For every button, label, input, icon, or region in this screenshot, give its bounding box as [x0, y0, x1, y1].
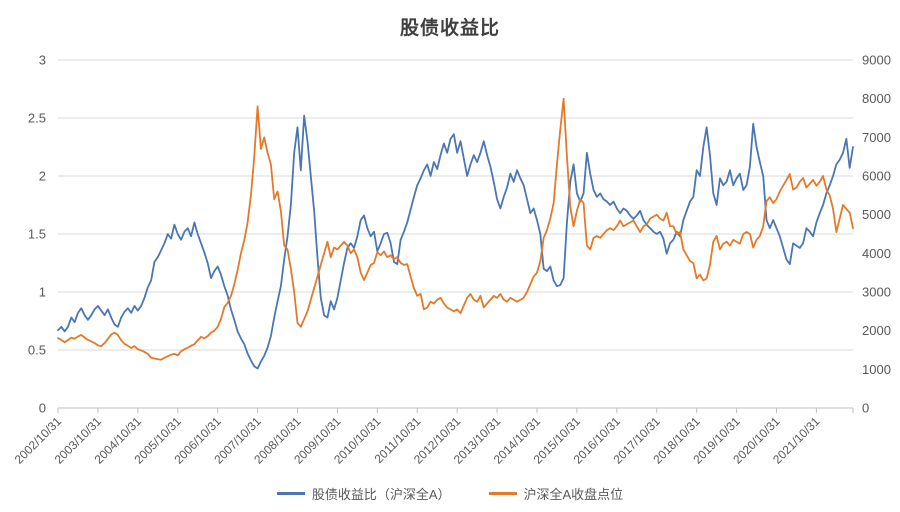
y-axis-label-right: 8000: [862, 91, 891, 106]
y-axis-label-left: 0.5: [28, 343, 46, 358]
y-axis-label-right: 5000: [862, 207, 891, 222]
y-axis-label-right: 7000: [862, 130, 891, 145]
legend-label-ratio: 股债收益比（沪深全A）: [311, 487, 451, 502]
series-line-index: [57, 97, 854, 361]
chart-legend: 股债收益比（沪深全A） 沪深全A收盘点位: [0, 484, 900, 503]
y-axis-label-left: 3: [39, 53, 46, 68]
y-axis-label-left: 1.5: [28, 227, 46, 242]
y-axis-label-right: 0: [862, 401, 869, 416]
y-axis-label-right: 6000: [862, 169, 891, 184]
y-axis-label-right: 1000: [862, 362, 891, 377]
legend-line-marker-index: [488, 492, 517, 495]
legend-label-index: 沪深全A收盘点位: [523, 487, 624, 502]
y-axis-label-right: 9000: [862, 53, 891, 68]
legend-line-marker-ratio: [276, 492, 305, 495]
legend-item-ratio: 股债收益比（沪深全A）: [276, 484, 451, 503]
y-axis-label-left: 2.5: [28, 111, 46, 126]
chart-title: 股债收益比: [399, 18, 500, 39]
y-axis-label-left: 0: [39, 401, 46, 416]
y-axis-label-left: 1: [39, 285, 46, 300]
legend-item-index: 沪深全A收盘点位: [488, 484, 624, 503]
y-axis-label-right: 2000: [862, 323, 891, 338]
y-axis-label-right: 4000: [862, 246, 891, 261]
series-line-ratio: [57, 114, 854, 370]
y-axis-label-right: 3000: [862, 285, 891, 300]
y-axis-label-left: 2: [39, 169, 46, 184]
